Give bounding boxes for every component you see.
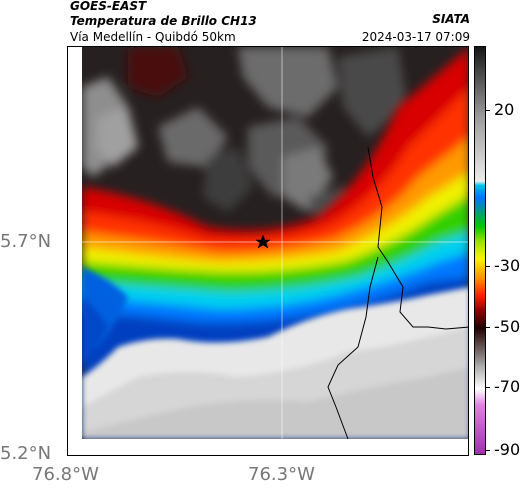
colorbar-label-minus50: -50	[494, 317, 521, 336]
temperature-colorbar	[474, 46, 486, 455]
colorbar-tick	[486, 450, 490, 451]
brightness-temperature-image	[68, 47, 468, 455]
region-subtitle: Vía Medellín - Quibdó 50km	[70, 30, 236, 44]
colorbar-label-minus30: -30	[494, 256, 521, 275]
satellite-title: GOES-EAST	[70, 0, 147, 13]
colorbar-label-minus70: -70	[494, 377, 521, 396]
colorbar-tick	[486, 387, 490, 388]
colorbar-label-20: 20	[494, 100, 515, 119]
lat-label-2: 5.2°N	[0, 443, 52, 464]
product-title: Temperatura de Brillo CH13	[70, 14, 257, 28]
colorbar-tick	[486, 266, 490, 267]
lon-label-2: 76.3°W	[248, 464, 315, 485]
satellite-map	[67, 46, 469, 456]
star-icon	[255, 234, 271, 249]
colorbar-label-minus90: -90	[494, 440, 521, 459]
lat-label-1: 5.7°N	[0, 231, 52, 252]
organization-label: SIATA	[432, 12, 470, 26]
lon-label-1: 76.8°W	[32, 464, 99, 485]
colorbar-tick	[486, 110, 490, 111]
border-line	[327, 256, 379, 440]
coastline	[367, 146, 468, 330]
surface-warm-region	[82, 267, 468, 439]
colorbar-tick	[486, 327, 490, 328]
datetime-label: 2024-03-17 07:09	[361, 30, 470, 44]
